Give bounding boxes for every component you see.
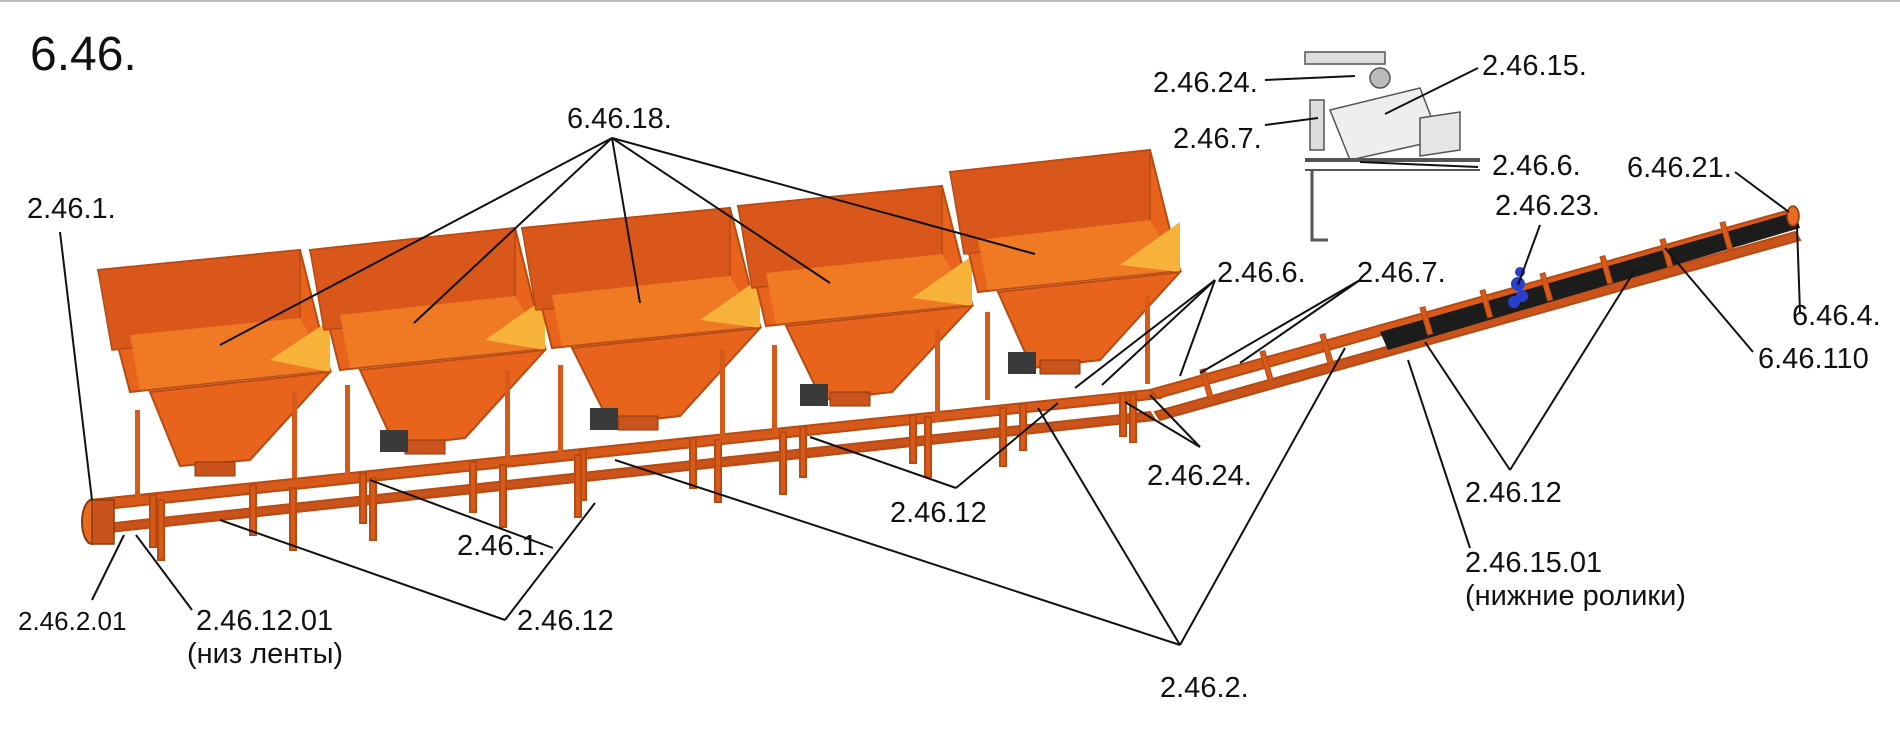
label-rollers-mid: 2.46.12 [890,497,987,529]
label-belt: 6.46.110 [1758,343,1869,375]
label-head-end: 6.46.4. [1792,300,1881,332]
label-detail-bracket-a: 2.46.6. [1492,150,1581,182]
hopper-3 [520,206,763,457]
detail-pulley [1369,67,1391,89]
hopper-1 [96,248,333,496]
detail-top-bracket [1304,51,1386,65]
incline-supports [1199,221,1734,400]
detail-bracket-b [1309,99,1325,151]
hopper-2 [308,226,548,475]
label-lower-rollers-code: 2.46.15.01 [1465,547,1602,579]
label-bracket-a: 2.46.6. [1217,257,1306,289]
label-scraper: 2.46.24. [1147,460,1252,492]
frame-cross-members [149,393,1127,548]
frame-legs [157,393,1137,561]
end-drum [81,499,115,545]
label-detail-bracket-b: 2.46.7. [1173,123,1262,155]
conveyor-frame [88,388,1163,561]
label-frame-mid: 2.46.1. [457,530,546,562]
hopper-5 [948,148,1183,400]
inclined-conveyor [1148,205,1802,422]
label-coupling: 2.46.23. [1495,190,1600,222]
label-end-drum: 2.46.2.01 [18,606,126,636]
label-head-drum: 6.46.21. [1627,152,1732,184]
label-hoppers: 6.46.18. [567,103,672,135]
label-support-frame: 2.46.2. [1160,672,1249,704]
head-drum [1786,205,1800,227]
incline-frame-top [1148,208,1798,400]
label-belt-bottom-code: 2.46.12.01 [196,605,333,637]
leader-lines [59,67,1801,646]
label-rollers-left: 2.46.12 [517,605,614,637]
label-detail-roller-set: 2.46.15. [1482,50,1587,82]
detail-inset [1304,51,1480,242]
label-lower-rollers-note: (нижние ролики) [1465,580,1686,612]
label-rollers-right: 2.46.12 [1465,477,1562,509]
label-frame-end-left: 2.46.1. [27,193,116,225]
detail-channel [1310,170,1328,242]
label-detail-scraper: 2.46.24. [1153,67,1258,99]
figure-number: 6.46. [30,28,137,81]
label-belt-bottom-note: (низ ленты) [187,638,343,670]
detail-side-frame [1419,111,1461,157]
hopper-4 [736,184,975,437]
belt [1380,212,1800,350]
label-bracket-b: 2.46.7. [1357,257,1446,289]
